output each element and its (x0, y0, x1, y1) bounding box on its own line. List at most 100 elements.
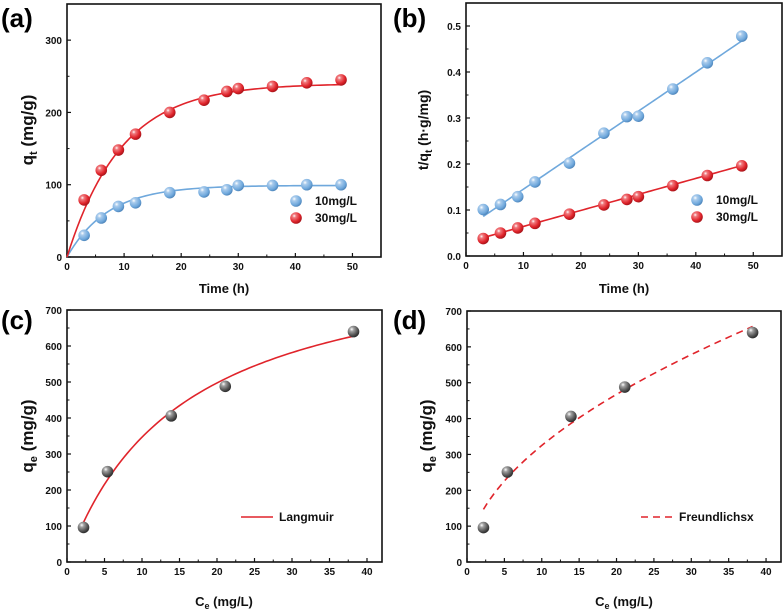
plot-frame (466, 310, 782, 563)
data-point (494, 227, 507, 239)
legend-label: 30mg/L (315, 211, 357, 225)
y-tick-label: 600 (45, 342, 62, 353)
x-tick-label: 30 (686, 567, 698, 578)
data-point (335, 178, 347, 191)
y-axis-title: t/qt (h·g/mg) (415, 90, 435, 170)
legend-label: 10mg/L (716, 193, 758, 207)
y-tick-label: 200 (445, 486, 462, 497)
x-axis-title: Ce (mg/L) (195, 594, 253, 611)
x-tick-label: 30 (286, 567, 298, 578)
data-point (598, 127, 610, 139)
data-point (529, 176, 541, 188)
y-tick-label: 0 (56, 253, 62, 264)
x-tick-label: 10 (136, 567, 148, 578)
data-point (477, 232, 490, 245)
data-point (95, 164, 108, 177)
data-point (266, 80, 279, 93)
y-tick-label: 700 (45, 306, 62, 317)
data-point (165, 410, 178, 422)
legend-label: Freundlichsx (679, 510, 754, 524)
y-tick-label: 0.0 (447, 252, 461, 263)
fit-line-data (82, 335, 354, 523)
legend-marker (691, 211, 703, 223)
data-point (101, 465, 114, 478)
x-tick-label: 30 (633, 261, 645, 272)
x-tick-label: 40 (760, 567, 772, 578)
x-tick-label: 15 (174, 567, 186, 578)
data-point (746, 326, 759, 339)
y-tick-label: 0.1 (447, 206, 461, 217)
x-tick-label: 15 (574, 567, 586, 578)
data-point (598, 199, 610, 211)
y-tick-label: 600 (445, 343, 462, 354)
data-point (112, 200, 125, 213)
data-point (667, 83, 679, 95)
data-point (735, 30, 748, 42)
panel-label: (c) (1, 305, 33, 335)
data-point (565, 410, 577, 423)
x-tick-label: 10 (536, 567, 548, 578)
panel-label: (a) (1, 3, 33, 33)
y-tick-label: 400 (45, 414, 62, 425)
x-tick-label: 25 (249, 567, 261, 578)
x-tick-label: 0 (463, 261, 469, 272)
x-tick-label: 0 (64, 567, 70, 578)
panel-label: (b) (393, 3, 426, 33)
data-point (501, 466, 514, 478)
y-axis-title: qe (mg/g) (417, 399, 439, 472)
x-axis-title: Time (h) (199, 281, 249, 296)
data-point (232, 82, 245, 95)
panel-b-pseudo-second-order: (b) 0 10 20 30 40 50 0.0 0.1 0.2 0.3 0.4 0.5 10mg/L 3… (393, 2, 783, 296)
legend-label: 10mg/L (315, 194, 357, 208)
y-tick-label: 300 (45, 36, 62, 47)
panel-a-kinetics: (a) 0 10 20 30 40 50 0 100 200 300 10mg/L 30mg/L Ti… (1, 3, 382, 296)
data-point (300, 76, 313, 89)
x-axis-title: Time (h) (599, 281, 649, 296)
panel-label: (d) (393, 305, 426, 335)
y-tick-label: 500 (445, 379, 462, 390)
y-axis-title: qe (mg/g) (18, 399, 40, 472)
fit-line-10mgl (482, 40, 743, 218)
data-point (78, 229, 90, 242)
data-point (494, 198, 507, 211)
y-tick-label: 0.2 (447, 160, 461, 171)
x-tick-label: 40 (690, 261, 702, 272)
data-point (511, 190, 524, 203)
x-tick-label: 40 (361, 567, 373, 578)
y-tick-label: 400 (445, 415, 462, 426)
data-point (232, 179, 245, 192)
data-point (219, 380, 232, 393)
data-point (129, 128, 142, 140)
y-tick-label: 700 (445, 307, 462, 318)
x-tick-label: 5 (102, 567, 108, 578)
data-point (701, 57, 714, 69)
x-tick-label: 10 (518, 261, 530, 272)
y-tick-label: 0 (456, 558, 462, 569)
y-tick-label: 0.3 (447, 114, 461, 125)
x-tick-label: 0 (464, 567, 470, 578)
x-tick-label: 25 (648, 567, 660, 578)
y-tick-label: 200 (45, 486, 62, 497)
data-point (529, 217, 541, 230)
plot-area: 0 5 10 15 20 25 30 35 400100200300400500600700La… (45, 306, 383, 578)
data-point (163, 186, 176, 199)
x-tick-label: 20 (575, 261, 587, 272)
y-tick-label: 100 (445, 522, 462, 533)
data-point (618, 381, 631, 393)
data-point (112, 144, 125, 156)
data-point (163, 106, 176, 119)
data-point (477, 521, 490, 534)
data-point (198, 94, 210, 106)
plot-frame (66, 3, 382, 258)
fit-line-data (482, 325, 753, 510)
panel-d-freundlich: (d) 0 5 10 15 20 25 30 35 4001002003004005006007… (393, 305, 782, 611)
x-tick-label: 35 (723, 567, 735, 578)
y-tick-label: 0.4 (447, 68, 461, 79)
x-axis-title: Ce (mg/L) (595, 594, 653, 611)
x-tick-label: 20 (211, 567, 223, 578)
y-tick-label: 0 (56, 558, 62, 569)
data-point (95, 212, 108, 224)
legend-label: 30mg/L (716, 210, 758, 224)
y-tick-label: 300 (45, 450, 62, 461)
x-tick-label: 0 (64, 262, 70, 273)
